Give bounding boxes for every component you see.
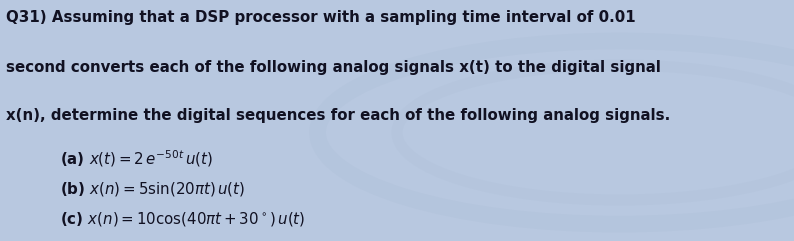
Text: (b) $x(n) = 5\sin(20\pi t)\,u(t)$: (b) $x(n) = 5\sin(20\pi t)\,u(t)$ (60, 180, 245, 198)
Text: (a) $x(t) = 2\,e^{-50t}\,u(t)$: (a) $x(t) = 2\,e^{-50t}\,u(t)$ (60, 148, 212, 169)
Text: (c) $x(n) = 10\cos(40\pi t + 30^\circ)\,u(t)$: (c) $x(n) = 10\cos(40\pi t + 30^\circ)\,… (60, 210, 305, 228)
Text: Q31) Assuming that a DSP processor with a sampling time interval of 0.01: Q31) Assuming that a DSP processor with … (6, 10, 636, 25)
Text: second converts each of the following analog signals x(t) to the digital signal: second converts each of the following an… (6, 60, 661, 75)
Text: (d) $x(t) = 10\,e^{-100t}\sin(15\pi t)\,u(t)$: (d) $x(t) = 10\,e^{-100t}\sin(15\pi t)\,… (60, 240, 296, 241)
Text: x(n), determine the digital sequences for each of the following analog signals.: x(n), determine the digital sequences fo… (6, 108, 671, 123)
